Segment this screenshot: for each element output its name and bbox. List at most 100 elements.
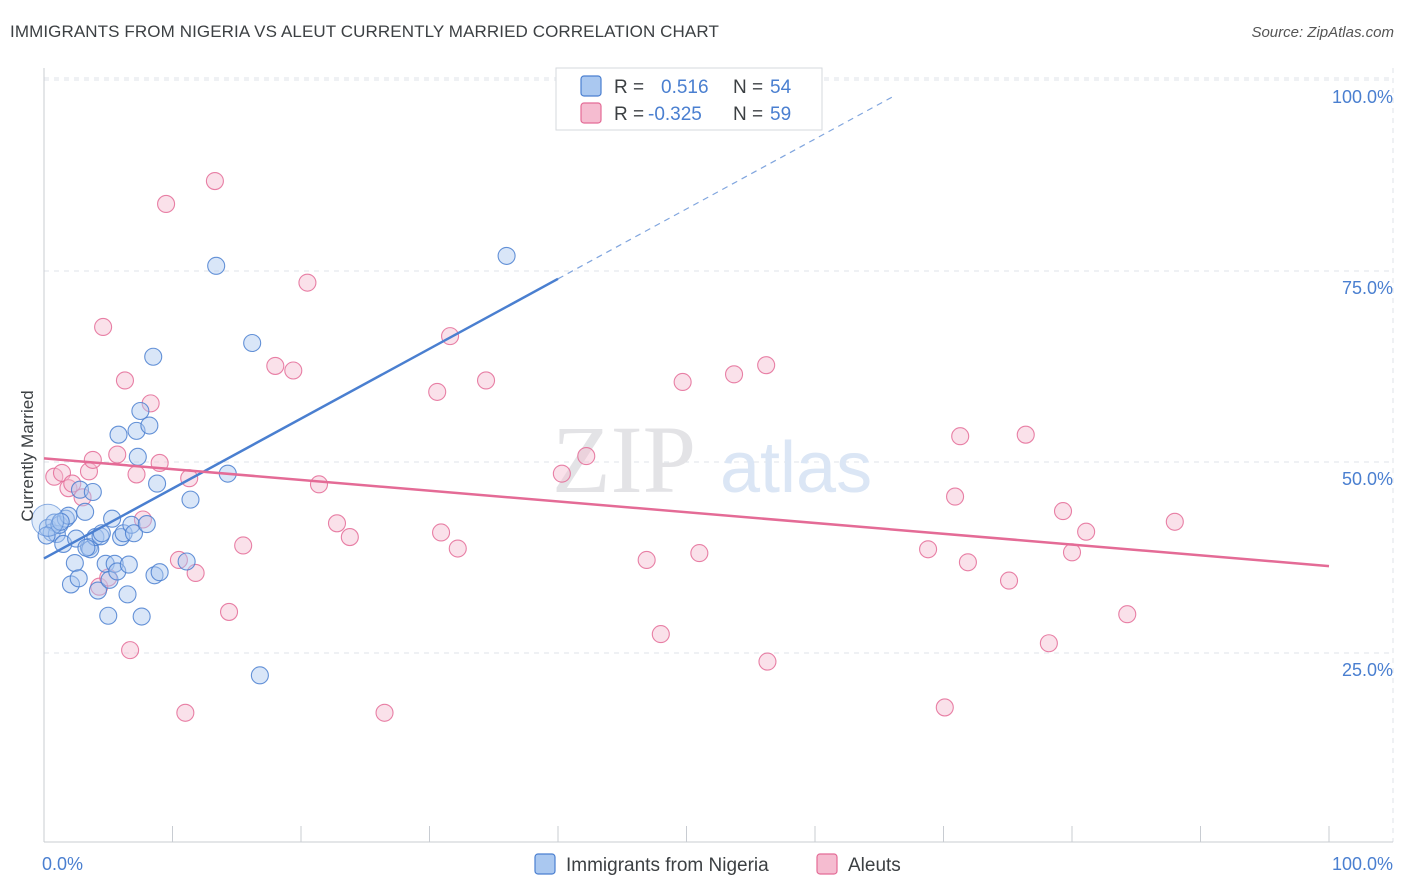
aleuts-point-50 [958, 553, 977, 572]
aleuts-point-56 [1077, 522, 1096, 541]
aleuts-point-58 [1165, 512, 1184, 531]
nigeria-point-44 [181, 490, 200, 509]
axes [43, 68, 1393, 843]
aleuts-point-8 [94, 317, 113, 337]
aleuts-point-28 [309, 475, 329, 494]
nigeria-point-21 [99, 606, 118, 625]
legend-n-label-blue: N = [733, 77, 763, 98]
legend-r-label-blue: R = [614, 77, 644, 98]
legend-swatch-blue [580, 75, 602, 97]
nigeria-point-39 [144, 347, 163, 366]
bottom-legend-label-pink: Aleuts [848, 855, 901, 876]
source-label: Source: ZipAtlas.com [1251, 24, 1394, 41]
aleuts-point-33 [432, 523, 451, 542]
bottom-legend-swatch-pink [816, 853, 838, 875]
legend-swatch-pink [580, 102, 602, 124]
aleuts-point-37 [552, 464, 571, 483]
legend-box: R = 0.516 N = 54 R = -0.325 N = 59 [555, 67, 823, 131]
nigeria-point-43 [177, 552, 196, 571]
aleuts-point-45 [758, 652, 777, 671]
aleuts-point-12 [121, 641, 140, 660]
grid-lines [44, 68, 1394, 842]
aleuts-point-49 [951, 427, 970, 446]
nigeria-point-6 [56, 509, 75, 528]
aleuts-point-15 [141, 394, 160, 413]
trend-lines [43, 96, 1330, 568]
nigeria-point-12 [76, 502, 95, 521]
aleuts-point-57 [1118, 605, 1137, 624]
aleuts-point-22 [205, 171, 224, 191]
y-tick-label-100: 100.0% [1332, 87, 1393, 107]
aleuts-point-11 [115, 371, 135, 390]
nigeria-point-53 [77, 538, 96, 557]
aleuts-point-51 [999, 571, 1019, 590]
aleuts-point-52 [1016, 425, 1035, 444]
nigeria-point-34 [128, 447, 147, 466]
legend-n-label-pink: N = [733, 104, 763, 125]
nigeria-point-42 [150, 563, 169, 582]
y-tick-label-25: 25.0% [1342, 660, 1393, 680]
nigeria-point-35 [131, 401, 150, 421]
aleuts-point-35 [448, 539, 467, 558]
nigeria-point-40 [145, 566, 164, 585]
nigeria-point-48 [250, 666, 269, 685]
nigeria-point-47 [243, 333, 262, 353]
bottom-legend-swatch-blue [534, 853, 556, 875]
aleuts-points [45, 171, 1184, 722]
nigeria-point-32 [124, 524, 143, 543]
legend-r-label-pink: R = [614, 104, 644, 125]
aleuts-point-24 [234, 536, 253, 555]
nigeria-point-29 [118, 585, 137, 604]
aleuts-point-55 [1062, 543, 1082, 562]
nigeria-point-9 [65, 553, 84, 573]
aleuts-point-41 [673, 372, 692, 392]
y-tick-labels: 25.0% 50.0% 75.0% 100.0% [1332, 87, 1393, 680]
y-tick-label-50: 50.0% [1342, 469, 1393, 489]
aleuts-point-32 [428, 382, 447, 401]
watermark: ZIP atlas [552, 406, 872, 513]
nigeria-trend-line [43, 277, 559, 560]
aleuts-point-25 [266, 356, 285, 375]
nigeria-trend-extension [557, 96, 893, 280]
legend-r-value-pink: -0.325 [648, 104, 702, 125]
aleuts-point-29 [327, 514, 347, 533]
aleuts-point-19 [176, 703, 195, 722]
bottom-legend: Immigrants from Nigeria Aleuts [534, 853, 901, 876]
aleuts-point-48 [946, 487, 965, 506]
aleuts-point-46 [919, 540, 938, 559]
aleuts-point-6 [83, 450, 102, 469]
nigeria-point-cluster [31, 503, 65, 537]
aleuts-point-18 [169, 550, 188, 570]
bottom-legend-label-blue: Immigrants from Nigeria [566, 855, 769, 876]
watermark-atlas: atlas [720, 428, 872, 508]
nigeria-point-37 [137, 515, 156, 534]
aleuts-point-27 [298, 273, 317, 292]
nigeria-point-25 [108, 562, 127, 581]
aleuts-point-13 [127, 465, 146, 484]
nigeria-points [31, 246, 516, 685]
aleuts-point-30 [340, 528, 359, 547]
aleuts-trend-line [43, 457, 1330, 568]
aleuts-point-47 [935, 698, 954, 717]
aleuts-point-10 [108, 445, 127, 464]
aleuts-point-44 [757, 356, 776, 375]
nigeria-point-36 [132, 607, 151, 626]
aleuts-point-53 [1039, 634, 1058, 653]
aleuts-point-23 [219, 602, 239, 621]
nigeria-point-26 [109, 425, 128, 444]
chart-title: IMMIGRANTS FROM NIGERIA VS ALEUT CURRENT… [10, 22, 719, 41]
x-tick-label-min: 0.0% [42, 854, 83, 874]
aleuts-point-31 [375, 703, 394, 722]
nigeria-point-41 [148, 474, 167, 493]
nigeria-point-17 [88, 581, 108, 600]
legend-r-value-blue: 0.516 [661, 77, 709, 98]
nigeria-point-30 [119, 555, 138, 574]
aleuts-point-36 [476, 371, 496, 390]
watermark-zip: ZIP [552, 406, 696, 513]
legend-n-value-pink: 59 [770, 104, 791, 125]
nigeria-point-15 [83, 482, 102, 502]
aleuts-point-39 [637, 550, 656, 570]
y-axis-title: Currently Married [18, 390, 37, 521]
aleuts-point-43 [724, 365, 744, 384]
